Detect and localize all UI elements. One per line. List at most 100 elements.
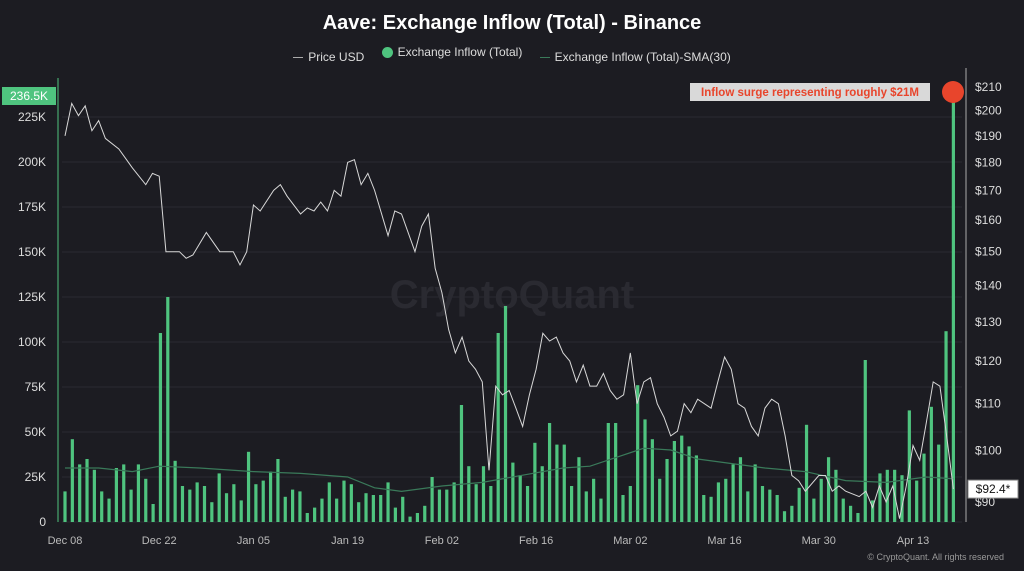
legend-item-price[interactable]: Price USD [293,50,364,64]
inflow-bar [63,491,67,522]
inflow-bar [217,473,221,522]
x-tick-label: Jan 05 [237,535,270,547]
inflow-bar [188,489,192,522]
y-left-tick-label: 100K [18,335,46,349]
inflow-bar [415,513,420,522]
inflow-bar [195,482,199,522]
inflow-bar [826,457,831,522]
inflow-bar [812,498,816,522]
inflow-bar [511,462,515,522]
inflow-bar [569,486,574,522]
inflow-bar [547,423,552,522]
inflow-bar [900,475,904,522]
inflow-bar [804,424,809,522]
inflow-bar [944,331,948,522]
inflow-bar [665,459,669,522]
inflow-bar [114,468,118,522]
legend-item-inflow[interactable]: Exchange Inflow (Total) [381,45,523,59]
inflow-bar [540,466,544,522]
copyright: © CryptoQuant. All rights reserved [867,552,1004,562]
watermark: CryptoQuant [390,273,634,317]
x-tick-label: Jan 19 [331,535,364,547]
inflow-bar [672,441,676,522]
inflow-bar [283,496,287,522]
inflow-bar [180,486,185,522]
inflow-bar [658,478,662,522]
inflow-bar [724,478,728,522]
y-right-tick-label: $190 [975,129,1002,143]
y-right-tick-label: $140 [975,279,1002,293]
y-right-tick-label: $200 [975,104,1002,118]
line-swatch-icon [293,56,304,58]
inflow-bar [173,460,177,522]
inflow-bar [298,491,302,522]
x-tick-label: Mar 30 [802,535,836,547]
inflow-bar [650,439,654,522]
y-right-tick-label: $160 [975,213,1002,227]
y-left-max-badge [2,87,56,105]
inflow-bar [533,442,537,522]
inflow-bar [423,505,427,522]
inflow-bar [856,513,860,522]
inflow-bar [885,469,889,522]
inflow-bar [709,496,713,522]
inflow-bar [937,444,941,522]
inflow-bar [327,482,331,522]
inflow-bar [246,451,251,522]
inflow-bar [107,498,111,522]
y-right-tick-label: $120 [975,354,1002,368]
y-right-tick-label: $210 [975,80,1002,94]
legend-item-sma[interactable]: Exchange Inflow (Total)-SMA(30) [539,50,731,64]
x-tick-label: Mar 02 [613,535,647,547]
legend-label: Price USD [308,50,365,64]
inflow-bar [136,464,141,522]
y-right-tick-label: $110 [975,397,1001,411]
inflow-bar [335,498,339,522]
inflow-bar [702,495,706,522]
inflow-bar [929,406,933,522]
y-left-tick-label: 200K [18,155,46,169]
inflow-bar [386,482,390,522]
y-right-tick-label: $130 [975,315,1002,329]
current-price-badge [967,479,1019,499]
y-right-tick-label: $170 [975,183,1002,197]
chart-title: Aave: Exchange Inflow (Total) - Binance [322,12,702,34]
inflow-bar [239,500,243,522]
inflow-bar [408,516,412,522]
y-right-tick-label: $100 [975,443,1002,457]
inflow-bar [100,491,104,522]
inflow-bar [430,477,434,522]
legend-label: Exchange Inflow (Total) [397,45,523,59]
inflow-bar [158,333,163,522]
inflow-bar [871,500,875,522]
inflow-bar [78,464,82,522]
y-left-tick-label: 25K [25,470,46,484]
inflow-bar [313,507,317,522]
inflow-bar [371,495,375,522]
inflow-bar [614,423,618,522]
inflow-bar [577,457,581,522]
current-price-label: $92.4* [976,482,1011,496]
inflow-bar [481,466,486,522]
inflow-bar [768,489,772,522]
annotation-text: Inflow surge representing roughly $21M [701,87,919,99]
inflow-bar [738,457,743,522]
inflow-bar [628,486,632,522]
inflow-bar [680,435,684,522]
y-left-max-label: 236.5K [10,89,48,103]
inflow-bar [202,486,207,522]
inflow-bar [599,498,603,522]
inflow-bar [922,453,926,522]
inflow-bar [151,504,155,522]
inflow-bar [92,469,96,522]
inflow-bar [210,502,214,522]
inflow-bar [232,484,236,522]
inflow-bar [357,502,361,522]
inflow-bar [518,475,522,522]
inflow-bar [731,464,735,522]
inflow-bar [401,496,405,522]
sma-line [65,447,954,493]
inflow-bar [863,360,867,522]
inflow-bar [489,486,493,522]
inflow-bar [459,405,464,522]
